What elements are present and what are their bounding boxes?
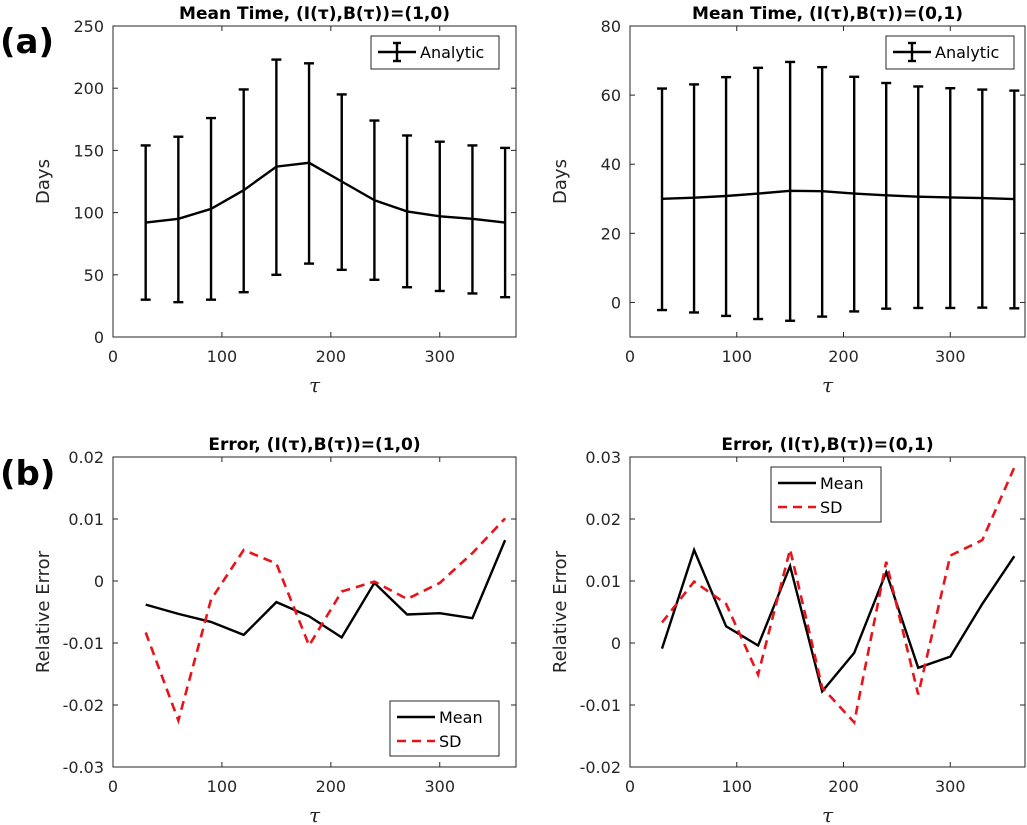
x-axis-label: τ (309, 803, 321, 825)
y-tick-label: 250 (73, 17, 104, 36)
chart-title: Mean Time, (I(τ),B(τ))=(1,0) (179, 4, 450, 24)
y-tick-label: 60 (601, 86, 621, 105)
legend-label: Mean (820, 474, 864, 493)
x-tick-label: 100 (721, 347, 752, 366)
legend-label: SD (820, 498, 842, 517)
legend-label: Analytic (420, 43, 484, 62)
chart-4: 0 100 200 300 -0.02 -0.01 0 0.01 0.02 0.03 Error, … (550, 435, 1026, 825)
y-tick-label: 0.01 (68, 510, 104, 529)
series-analytic-line (145, 161, 506, 224)
x-tick-label: 300 (935, 347, 966, 366)
series-analytic-line (661, 189, 1015, 201)
legend: Mean SD (770, 466, 882, 523)
legend-box (389, 700, 500, 757)
legend: Analytic (370, 35, 500, 70)
legend-label: SD (439, 732, 461, 751)
y-tick-label: 0.01 (585, 572, 621, 591)
x-tick-label: 0 (625, 347, 635, 366)
y-tick-label: 150 (73, 141, 104, 160)
y-axis-label: Relative Error (33, 550, 54, 673)
series-mean-line (660, 546, 1016, 694)
x-tick-label: 200 (828, 777, 859, 796)
chart-3: 0 100 200 300 -0.03 -0.02 -0.01 0 0.01 0.02 Error,… (33, 435, 517, 825)
y-tick-label: -0.01 (63, 634, 104, 653)
y-tick-label: 80 (601, 17, 621, 36)
y-tick-label: 40 (601, 155, 621, 174)
chart-2: 0 100 200 300 0 20 40 60 80 Mean Time, (I(τ),B(τ)… (550, 4, 1026, 397)
chart-1: 0 100 200 300 0 50 100 150 200 250 Mean Time, (I(τ… (33, 4, 517, 397)
x-tick-label: 300 (424, 777, 455, 796)
y-axis-label: Days (33, 159, 54, 204)
x-tick-label: 200 (828, 347, 859, 366)
y-tick-label: 0 (611, 293, 621, 312)
chart-title: Error, (I(τ),B(τ))=(1,0) (208, 435, 420, 455)
chart-title: Mean Time, (I(τ),B(τ))=(0,1) (692, 4, 963, 24)
x-tick-label: 0 (108, 777, 118, 796)
panel-label-a: (a) (0, 22, 55, 62)
legend: Mean SD (389, 700, 500, 757)
axes-box (112, 25, 517, 338)
x-tick-label: 100 (207, 347, 238, 366)
legend: Analytic (885, 35, 1015, 70)
axes-box (629, 25, 1026, 338)
y-tick-label: 50 (84, 266, 104, 285)
x-axis-label: τ (822, 373, 834, 397)
x-axis-label: τ (822, 803, 834, 825)
y-tick-label: 100 (73, 204, 104, 223)
y-tick-label: 200 (73, 79, 104, 98)
x-tick-label: 0 (108, 347, 118, 366)
series-sd-line (660, 466, 1016, 726)
x-tick-label: 100 (207, 777, 238, 796)
x-tick-label: 300 (935, 777, 966, 796)
y-axis-label: Relative Error (550, 550, 571, 673)
y-tick-label: 0 (94, 572, 104, 591)
x-tick-label: 100 (721, 777, 752, 796)
y-tick-label: -0.02 (63, 696, 104, 715)
legend-box (770, 466, 882, 523)
y-tick-label: -0.01 (580, 696, 621, 715)
x-tick-label: 0 (625, 777, 635, 796)
legend-label: Mean (439, 708, 483, 727)
y-tick-label: 0 (94, 328, 104, 347)
y-axis-label: Days (550, 159, 571, 204)
x-tick-label: 200 (316, 777, 347, 796)
x-tick-label: 200 (316, 347, 347, 366)
series-sd-line (144, 517, 507, 725)
y-tick-label: 0 (611, 634, 621, 653)
y-tick-label: 0.02 (68, 448, 104, 467)
y-tick-label: 0.02 (585, 510, 621, 529)
y-tick-label: -0.02 (580, 758, 621, 777)
x-axis-label: τ (309, 373, 321, 397)
y-tick-label: -0.03 (63, 758, 104, 777)
y-tick-label: 0.03 (585, 448, 621, 467)
y-tick-label: 20 (601, 224, 621, 243)
chart-title: Error, (I(τ),B(τ))=(0,1) (721, 435, 933, 455)
panel-label-b: (b) (0, 454, 56, 494)
legend-label: Analytic (935, 43, 999, 62)
x-tick-label: 300 (424, 347, 455, 366)
